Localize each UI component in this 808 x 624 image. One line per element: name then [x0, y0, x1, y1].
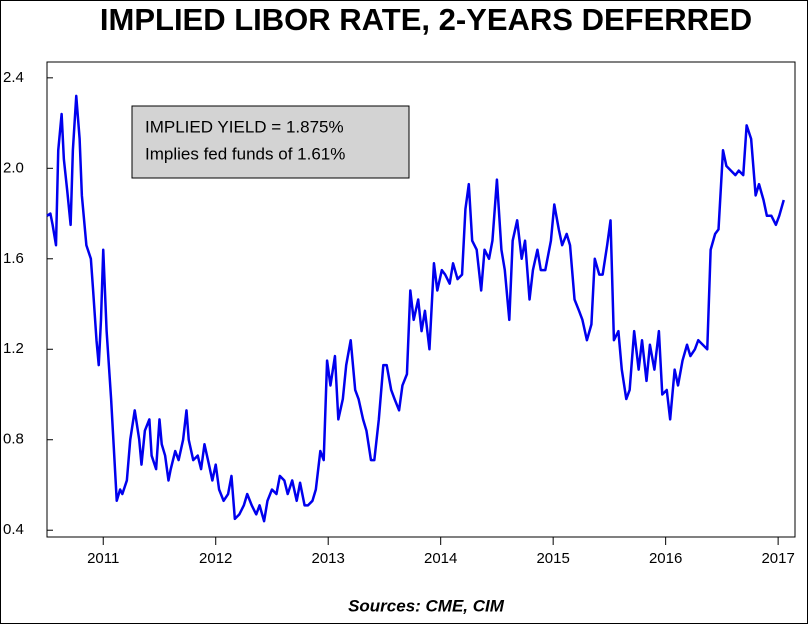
- data-line: [46, 94, 785, 523]
- x-tick-label: 2016: [649, 550, 682, 567]
- chart-title: IMPLIED LIBOR RATE, 2-YEARS DEFERRED: [100, 2, 752, 37]
- y-tick-label: 2.0: [3, 159, 24, 176]
- y-tick-label: 0.4: [3, 521, 24, 538]
- x-tick-label: 2012: [199, 550, 232, 567]
- x-tick-label: 2013: [312, 550, 345, 567]
- y-tick-label: 0.8: [3, 431, 24, 448]
- source-note: Sources: CME, CIM: [348, 596, 505, 615]
- annotation: Implies fed funds of 1.61%: [145, 144, 345, 163]
- y-tick-label: 1.2: [3, 340, 24, 357]
- y-tick-label: 1.6: [3, 250, 24, 267]
- x-tick-label: 2014: [424, 550, 457, 567]
- x-tick-label: 2015: [536, 550, 569, 567]
- plot-frame: [46, 61, 796, 538]
- x-tick-label: 2017: [761, 550, 794, 567]
- annotation-box: [131, 105, 410, 179]
- annotation: IMPLIED YIELD = 1.875%: [145, 117, 344, 136]
- y-tick-label: 2.4: [3, 69, 24, 86]
- x-tick-label: 2011: [87, 550, 119, 567]
